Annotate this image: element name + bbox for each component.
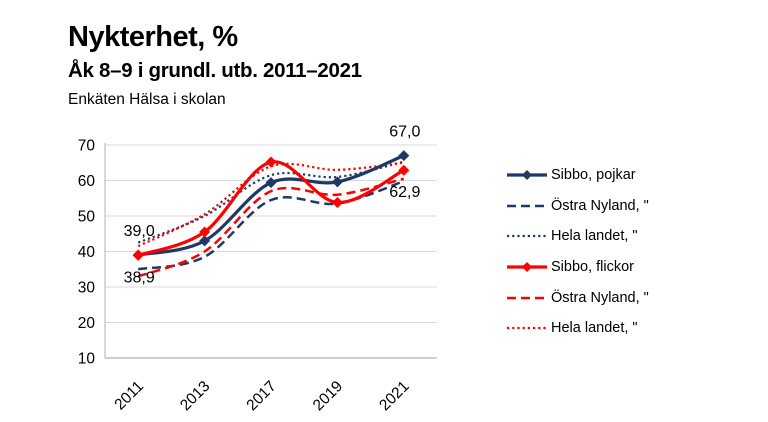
y-axis-tick-label: 20 [78,315,96,332]
data-label: 67,0 [389,124,420,141]
y-axis-tick-label: 30 [78,280,96,297]
legend-item: Hela landet, " [506,313,649,344]
data-label: 38,9 [124,269,155,286]
legend: Sibbo, pojkar Östra Nyland, " Hela landet,… [506,160,649,344]
legend-label: Sibbo, pojkar [551,167,636,184]
x-axis-tick-label: 2013 [177,378,213,414]
x-axis-tick-label: 2019 [310,378,346,414]
data-point-marker [265,156,277,168]
legend-label: Sibbo, flickor [551,259,635,276]
y-axis-tick-label: 60 [78,173,96,190]
data-point-marker [265,177,277,189]
series-line-solid [137,154,405,257]
legend-line-sample-dashed [507,296,547,299]
chart-title: Nykterhet, % [68,21,238,53]
series-line-dotted [137,160,405,244]
data-label: 39,0 [124,223,155,240]
legend-diamond-marker [522,170,532,181]
legend-label: Hela landet, " [551,320,638,337]
legend-label: Hela landet, " [551,228,638,245]
y-axis-tick-label: 70 [78,138,96,155]
legend-line-sample-solid [507,262,547,273]
data-point-marker [398,164,410,176]
chart-header: Nykterhet, % Åk 8–9 i grundl. utb. 2011–… [68,21,362,109]
data-point-marker [199,235,211,247]
chart-source: Enkäten Hälsa i skolan [68,91,226,109]
legend-label: Östra Nyland, " [551,289,649,306]
legend-line-sample-solid [507,170,547,181]
legend-line-sample-dotted [507,327,547,330]
series-line-dotted [137,161,404,248]
x-axis-tick-label: 2011 [111,378,147,414]
x-axis-tick-label: 2021 [376,378,412,414]
legend-item: Östra Nyland, " [506,191,649,222]
x-axis-tick-label: 2017 [243,378,279,414]
data-label: 62,9 [389,184,420,201]
y-axis-tick-label: 40 [78,244,96,261]
legend-diamond-marker [522,262,532,273]
legend-item: Sibbo, pojkar [506,160,649,191]
series-line-dashed [137,177,405,278]
legend-item: Hela landet, " [506,221,649,252]
y-axis-tick-label: 10 [78,351,96,368]
legend-item: Sibbo, flickor [506,252,649,283]
data-point-marker [132,249,144,261]
legend-line-sample-dashed [507,204,547,208]
line-chart: 10 20 30 40 50 60 70 2011 2013 2017 2019 2021 39,0 38… [78,124,437,414]
data-point-marker [331,197,343,209]
data-point-marker [331,176,343,188]
legend-item: Östra Nyland, " [506,282,649,313]
data-point-marker [199,226,211,238]
series-line-solid [137,160,405,257]
data-point-marker [398,150,410,162]
legend-label: Östra Nyland, " [551,197,649,214]
chart-subtitle: Åk 8–9 i grundl. utb. 2011–2021 [68,59,362,83]
y-axis-tick-label: 50 [78,209,96,226]
legend-line-sample-dotted [507,235,547,238]
